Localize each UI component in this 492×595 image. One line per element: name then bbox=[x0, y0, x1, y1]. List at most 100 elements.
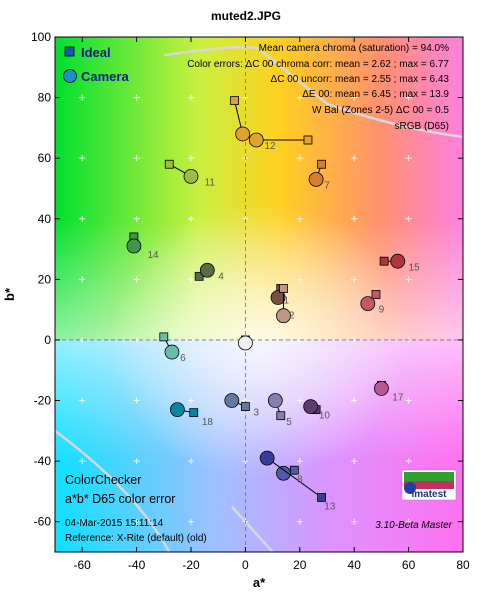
grid-plus bbox=[188, 276, 194, 283]
info-box: Mean camera chroma (saturation) = 94.0% … bbox=[187, 43, 449, 132]
grid-plus bbox=[296, 518, 303, 525]
legend-ideal-marker bbox=[64, 46, 75, 57]
bottom-left-info: ColorChecker a*b* D65 color error 04-Mar… bbox=[65, 473, 207, 544]
camera-marker bbox=[169, 402, 185, 418]
grid bbox=[55, 37, 463, 552]
camera-marker bbox=[248, 132, 264, 148]
grid-plus bbox=[188, 94, 194, 101]
patch-11 bbox=[164, 159, 199, 184]
grid-plus bbox=[351, 215, 358, 222]
x-tick-label: -60 bbox=[74, 558, 92, 572]
grid-plus bbox=[188, 518, 194, 525]
cc-date: 04-Mar-2015 15:11:14 bbox=[65, 518, 164, 529]
ideal-marker bbox=[317, 493, 326, 502]
axes-frame bbox=[54, 36, 464, 553]
patch-label: 3 bbox=[254, 408, 260, 419]
grid-plus bbox=[296, 458, 303, 465]
patch-label: 2 bbox=[289, 311, 295, 322]
y-tick-label: -60 bbox=[34, 515, 52, 529]
grid-plus bbox=[296, 215, 303, 222]
x-tick-label: 80 bbox=[456, 558, 470, 572]
cc-subtitle: a*b* D65 color error bbox=[65, 492, 175, 506]
grid-plus bbox=[133, 94, 140, 101]
camera-marker bbox=[276, 465, 291, 481]
patch-18 bbox=[169, 402, 199, 418]
grid-plus bbox=[296, 155, 303, 162]
grid-plus bbox=[405, 94, 412, 101]
ideal-marker bbox=[279, 284, 288, 293]
camera-marker bbox=[224, 393, 240, 408]
grid-plus bbox=[133, 397, 140, 404]
legend-ideal-label: Ideal bbox=[81, 45, 111, 60]
y-tick-label: -20 bbox=[34, 394, 52, 408]
x-tick-label: -20 bbox=[182, 558, 200, 572]
patch-9 bbox=[360, 290, 381, 311]
info-line-6: sRGB (D65) bbox=[395, 121, 449, 132]
camera-marker bbox=[373, 381, 389, 396]
patch-12 bbox=[230, 96, 251, 142]
grid-plus bbox=[405, 518, 412, 525]
ideal-marker bbox=[159, 332, 169, 342]
grid-plus bbox=[351, 276, 358, 283]
patch-12b bbox=[248, 132, 313, 148]
patch-label: 13 bbox=[324, 502, 336, 513]
grid-plus bbox=[405, 215, 412, 222]
patch-label: 1 bbox=[283, 296, 289, 307]
grid-plus bbox=[351, 94, 358, 101]
x-tick-label: -40 bbox=[128, 558, 146, 572]
error-line bbox=[266, 457, 322, 498]
x-tick-label: 40 bbox=[348, 558, 362, 572]
x-tick-label: 0 bbox=[242, 558, 249, 572]
logo-text: imatest bbox=[411, 489, 447, 500]
gamut-boundary-bottom bbox=[230, 505, 274, 552]
ideal-marker bbox=[189, 408, 199, 418]
ideal-marker bbox=[303, 135, 313, 145]
grid-plus bbox=[188, 155, 194, 162]
info-line-1: Mean camera chroma (saturation) = 94.0% bbox=[259, 43, 449, 54]
patch-label: 18 bbox=[202, 417, 214, 428]
camera-marker bbox=[267, 393, 283, 408]
patch-label: 5 bbox=[286, 417, 292, 428]
ideal-marker bbox=[371, 290, 381, 299]
grid-plus bbox=[79, 94, 86, 101]
camera-marker bbox=[303, 399, 319, 414]
y-tick-label: 60 bbox=[38, 151, 52, 165]
grid-plus bbox=[188, 458, 194, 465]
x-tick-label: 60 bbox=[402, 558, 416, 572]
patch-white bbox=[237, 335, 253, 351]
ideal-marker bbox=[289, 465, 299, 475]
grid-plus bbox=[351, 518, 358, 525]
grid-plus bbox=[133, 518, 140, 525]
patch-13 bbox=[259, 450, 326, 502]
cc-title: ColorChecker bbox=[65, 473, 141, 487]
ideal-marker bbox=[317, 159, 326, 169]
y-axis-label: b* bbox=[2, 287, 17, 301]
camera-marker bbox=[164, 344, 180, 360]
grid-plus bbox=[351, 458, 358, 465]
patch-3 bbox=[224, 393, 250, 411]
y-tick-label: 0 bbox=[44, 333, 51, 347]
grid-plus bbox=[133, 458, 140, 465]
patch-label: 8 bbox=[297, 474, 303, 485]
camera-marker bbox=[276, 308, 291, 324]
grid-plus bbox=[79, 458, 86, 465]
imatest-logo: imatest bbox=[401, 469, 457, 501]
ideal-marker bbox=[240, 402, 250, 411]
y-tick-label: 100 bbox=[31, 30, 51, 44]
camera-marker bbox=[126, 238, 142, 254]
patch-17 bbox=[373, 380, 389, 396]
patch-label: 11 bbox=[205, 177, 216, 188]
y-tick-label: -40 bbox=[34, 454, 52, 468]
camera-marker bbox=[360, 296, 376, 311]
grid-plus bbox=[405, 397, 412, 404]
grid-plus bbox=[79, 276, 86, 283]
gamut-boundary-top bbox=[163, 45, 463, 139]
ideal-marker bbox=[230, 96, 239, 106]
patch-4 bbox=[194, 262, 215, 281]
camera-marker bbox=[259, 450, 275, 466]
grid-plus bbox=[188, 215, 194, 222]
patch-label: 6 bbox=[180, 353, 186, 364]
chart-title: muted2.JPG bbox=[211, 9, 281, 23]
